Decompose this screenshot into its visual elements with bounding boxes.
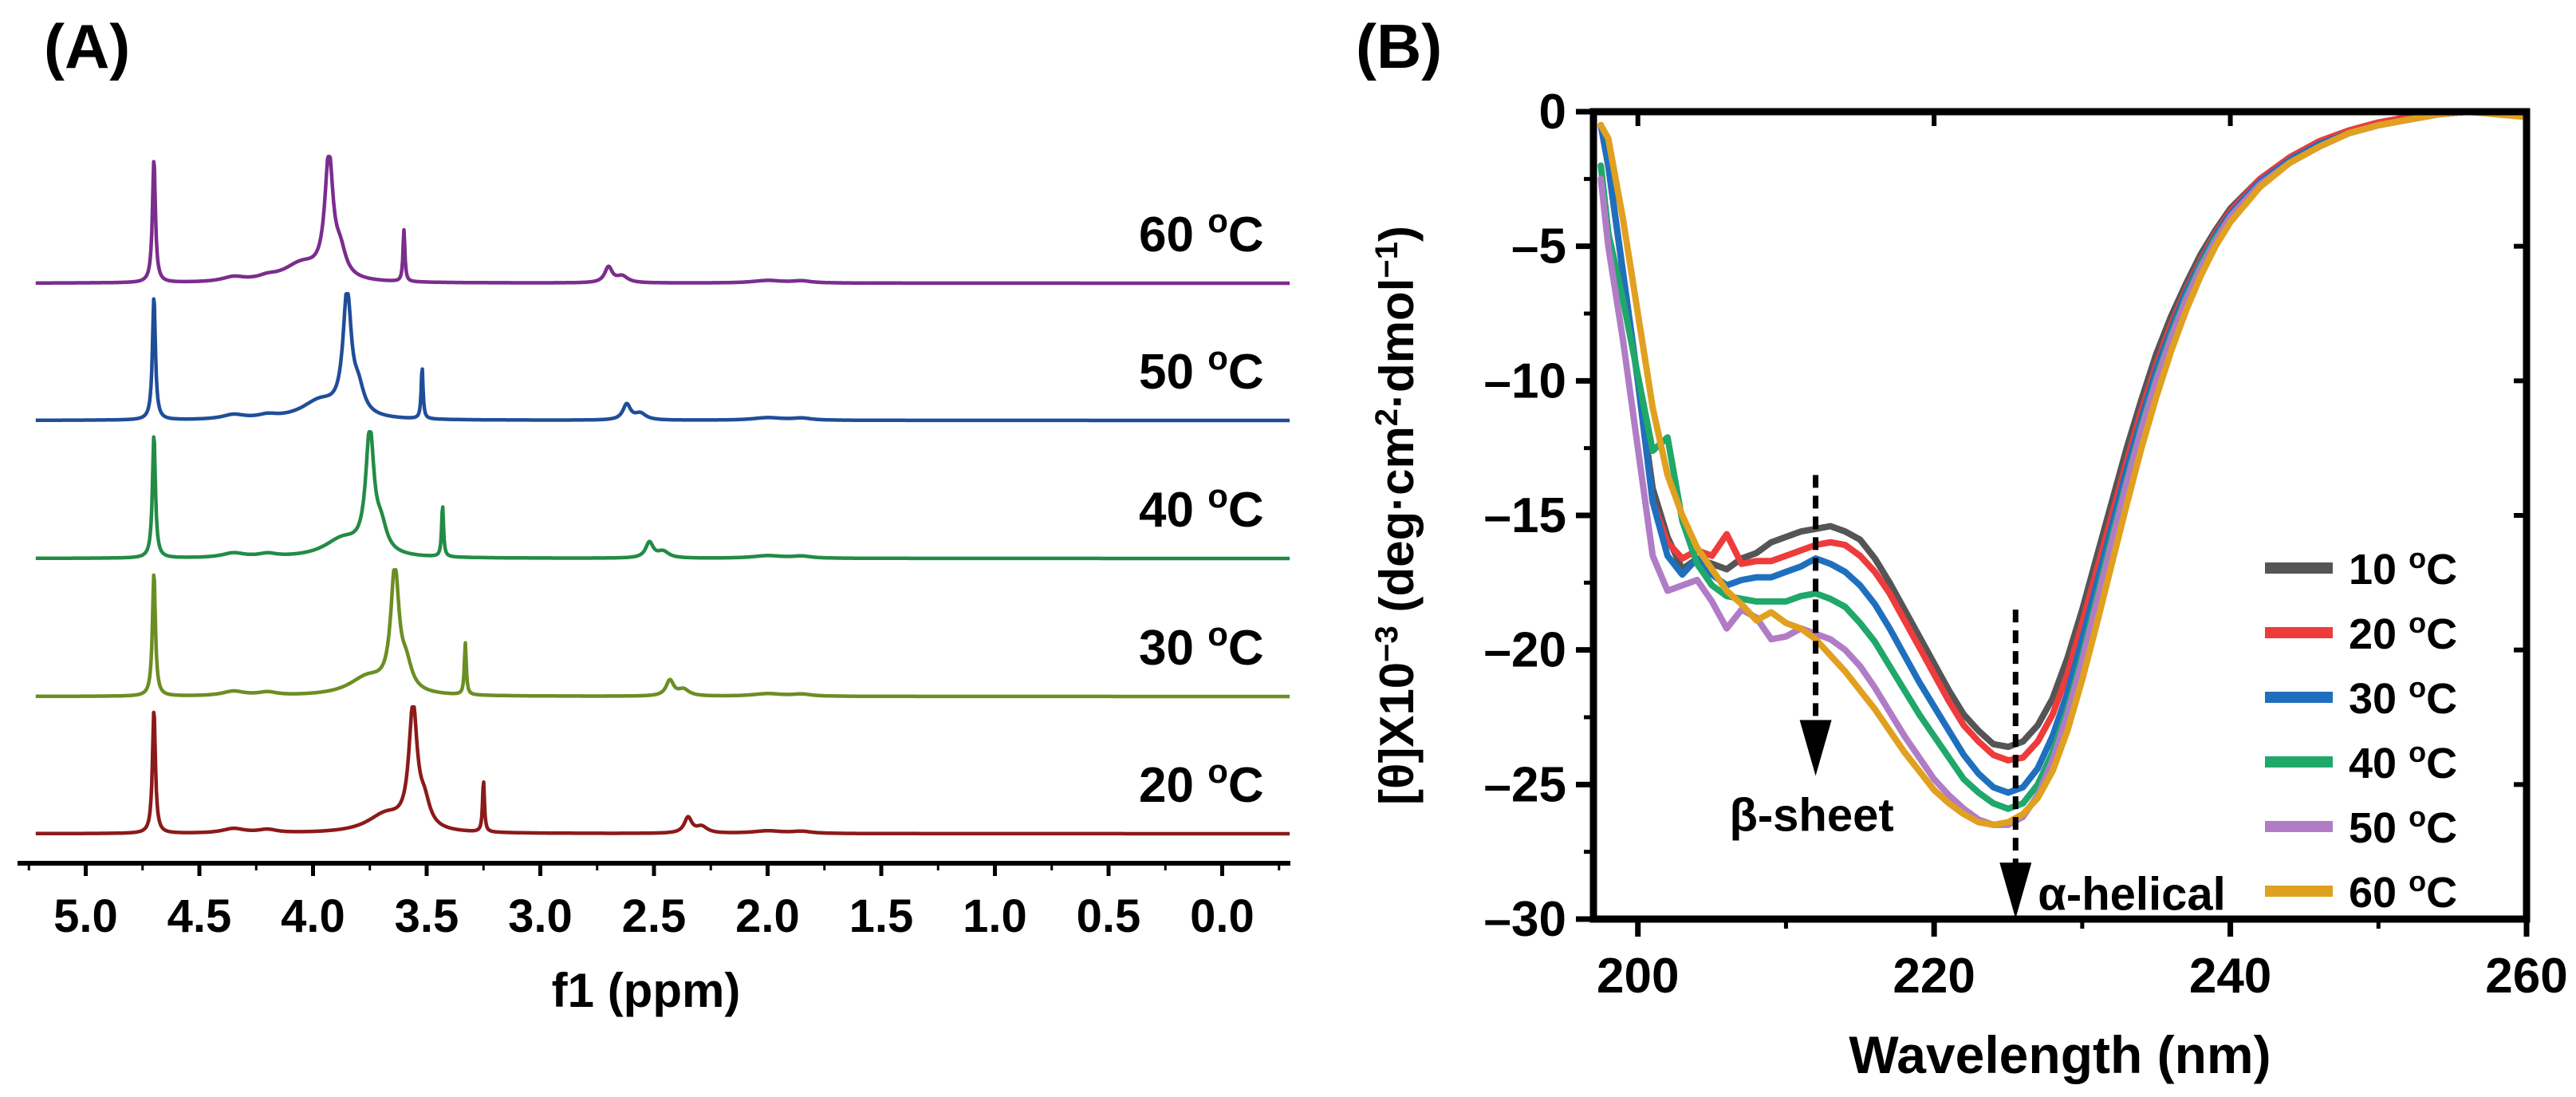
legend-label: 50 oC	[2349, 800, 2457, 852]
label-value: 30	[1139, 621, 1207, 676]
nmr-x-tick-label: 5.0	[53, 890, 118, 942]
label-value: 20	[1139, 758, 1207, 813]
nmr-trace-60-oC	[34, 154, 1291, 286]
nmr-x-tick-label: 0.5	[1077, 890, 1141, 942]
cd-y-title-main: [θ]X10	[1370, 662, 1424, 805]
cd-x-tick-label: 220	[1893, 949, 1975, 1004]
cd-axis-ticks: 200 220 240 260 0 –5 –10 –15 –20 –25 –30	[1484, 85, 2568, 1004]
cd-curves	[1597, 109, 2530, 828]
cd-curve-60-oC	[1597, 109, 2530, 828]
label-value: 60	[1139, 207, 1207, 262]
label-value: 40	[1139, 483, 1207, 538]
cd-x-tick-label: 240	[2189, 949, 2271, 1004]
cd-y-title-cm-exp: 2	[1369, 408, 1404, 426]
nmr-x-axis-title: f1 (ppm)	[552, 964, 741, 1017]
cd-x-tick-label: 260	[2485, 949, 2567, 1004]
nmr-trace-label: 60 oC	[1139, 202, 1264, 262]
annotation-arrow-head	[1799, 720, 1832, 776]
cd-legend: 10 oC 20 oC 30 oC 40 oC 50 oC 60 oC	[2265, 542, 2457, 917]
nmr-x-tick-label: 2.5	[622, 890, 687, 942]
nmr-traces	[34, 154, 1291, 836]
label-unit: C	[1228, 207, 1264, 262]
label-degree: o	[1207, 477, 1228, 515]
nmr-trace-30-oC	[34, 567, 1291, 699]
nmr-trace-label: 40 oC	[1139, 477, 1264, 538]
nmr-x-tick-label: 4.0	[281, 890, 345, 942]
nmr-trace-50-oC	[34, 291, 1291, 423]
legend-label: 10 oC	[2349, 542, 2457, 594]
nmr-x-tick-label: 0.0	[1190, 890, 1255, 942]
label-degree: o	[1207, 752, 1228, 790]
nmr-trace-label: 50 oC	[1139, 339, 1264, 400]
cd-y-tick-label: –10	[1484, 353, 1566, 408]
label-unit: C	[1228, 345, 1264, 400]
cd-y-title-close: )	[1370, 226, 1424, 242]
legend-label: 40 oC	[2349, 736, 2457, 787]
cd-y-tick-label: 0	[1539, 85, 1566, 140]
cd-y-title-exp: −3	[1369, 625, 1404, 662]
cd-x-tick-label: 200	[1597, 949, 1679, 1004]
label-degree: o	[1207, 202, 1228, 239]
annotation-label: β-sheet	[1729, 789, 1893, 841]
legend-label: 30 oC	[2349, 671, 2457, 723]
cd-y-axis-title: [θ]X10−3 (deg·cm2·dmol−1)	[1369, 226, 1424, 805]
label-unit: C	[1228, 621, 1264, 676]
cd-y-tick-label: –15	[1484, 488, 1566, 543]
cd-y-tick-label: –30	[1484, 892, 1566, 947]
nmr-x-ticks: 5.0 4.5 4.0 3.5 3.0 2.5 2.0 1.5 1.0 0.5 0.0	[27, 863, 1281, 942]
cd-y-tick-label: –20	[1484, 623, 1566, 678]
label-value: 50	[1139, 345, 1207, 400]
panel-a-label: (A)	[44, 11, 130, 81]
cd-y-tick-label: –25	[1484, 757, 1566, 812]
annotation-label: α-helical	[2038, 868, 2226, 920]
nmr-x-tick-label: 3.5	[395, 890, 459, 942]
legend-label: 20 oC	[2349, 606, 2457, 658]
cd-annotations: β-sheet α-helical	[1729, 475, 2226, 920]
annotation-arrow-head	[1999, 862, 2032, 919]
nmr-x-tick-label: 3.0	[508, 890, 573, 942]
nmr-x-tick-label: 4.5	[167, 890, 232, 942]
cd-y-title-mid: ·dmol	[1370, 278, 1424, 408]
cd-x-axis-title: Wavelength (nm)	[1849, 1025, 2271, 1084]
panel-b-label: (B)	[1356, 11, 1442, 81]
cd-y-tick-label: –5	[1511, 219, 1566, 274]
cd-y-title-mol-exp: −1	[1369, 242, 1404, 278]
legend-label: 60 oC	[2349, 865, 2457, 917]
nmr-x-tick-label: 1.0	[963, 890, 1027, 942]
nmr-x-tick-label: 2.0	[735, 890, 800, 942]
nmr-trace-20-oC	[34, 704, 1291, 836]
label-degree: o	[1207, 339, 1228, 377]
label-unit: C	[1228, 758, 1264, 813]
label-unit: C	[1228, 483, 1264, 538]
nmr-trace-label: 30 oC	[1139, 615, 1264, 676]
nmr-trace-label: 20 oC	[1139, 752, 1264, 813]
nmr-trace-40-oC	[34, 429, 1291, 561]
label-degree: o	[1207, 615, 1228, 653]
cd-y-title-unit: (deg·cm	[1370, 426, 1424, 625]
nmr-x-tick-label: 1.5	[849, 890, 914, 942]
panel-b: (B) 200 220 240 260 0 –5 –10 –15 –20 –25 –30 β-she…	[1356, 11, 2568, 1084]
cd-plot-frame	[1589, 108, 2531, 923]
